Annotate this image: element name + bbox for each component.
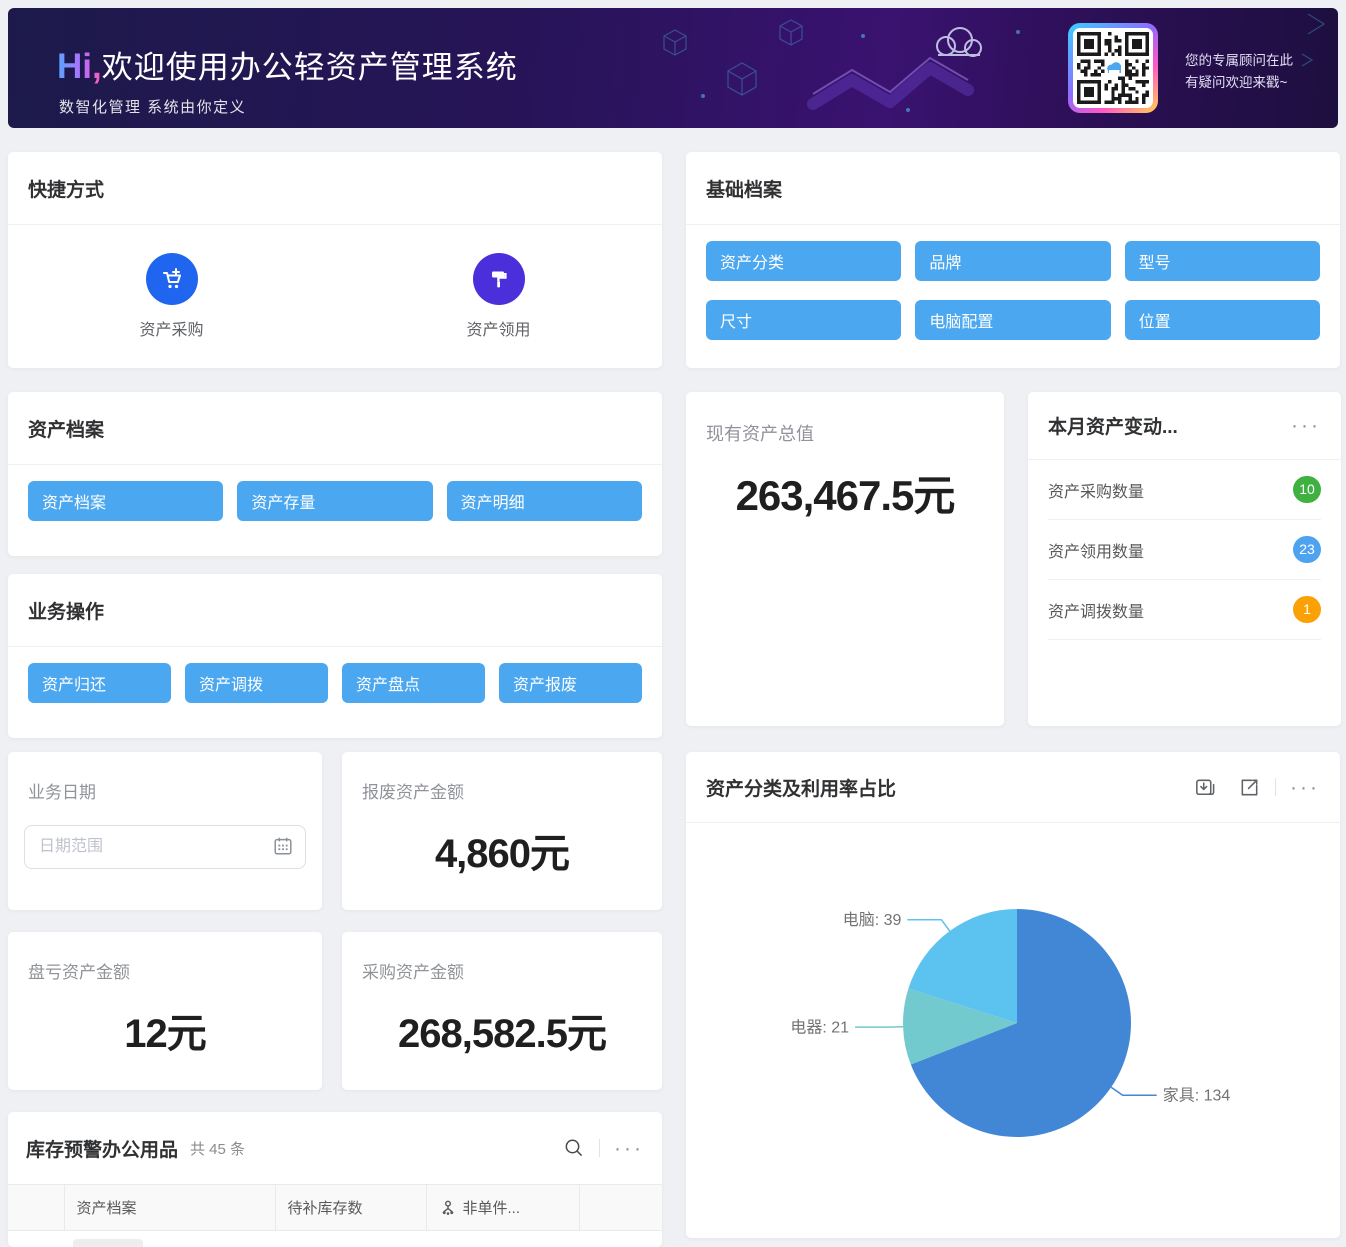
qr-code-image: [1073, 28, 1153, 108]
pie-slice[interactable]: [908, 909, 1017, 1023]
pie-chart[interactable]: 家具: 134 电器: 21 电脑: 39: [686, 824, 1340, 1238]
table-header-restock-count[interactable]: 待补库存数: [275, 1184, 427, 1231]
ops-button-asset-scrap[interactable]: 资产报废: [499, 663, 642, 703]
qr-caption-line1: 您的专属顾问在此: [1185, 53, 1293, 68]
pie-label-leader: [1110, 1086, 1157, 1096]
banner-greeting: Hi,: [57, 47, 102, 86]
inventory-count: 共 45 条: [190, 1140, 246, 1158]
welcome-banner: Hi,欢迎使用办公轻资产管理系统 数智化管理 系统由你定义 您的专属顾问在此 有…: [8, 8, 1338, 128]
basic-button-asset-category[interactable]: 资产分类: [706, 241, 902, 281]
table-header-asset-archive[interactable]: 资产档案: [64, 1184, 276, 1231]
banner-title-text: 欢迎使用办公轻资产管理系统: [101, 50, 518, 85]
purchase-amount-value: 268,582.5元: [398, 1012, 607, 1056]
monthly-row-label: 资产采购数量: [1048, 483, 1145, 501]
monthly-row-label: 资产领用数量: [1048, 543, 1145, 561]
loss-amount-card: 盘亏资产金额 12元: [8, 932, 322, 1090]
count-badge: 10: [1293, 476, 1321, 503]
ops-button-asset-transfer[interactable]: 资产调拨: [185, 663, 328, 703]
loss-amount-label: 盘亏资产金额: [28, 963, 130, 982]
inventory-table: 资产档案 待补库存数: [8, 1184, 662, 1247]
total-assets-card: 现有资产总值 263,467.5元: [686, 392, 1004, 726]
operations-card: 业务操作 资产归还 资产调拨 资产盘点 资产报废: [8, 574, 662, 738]
quick-access-card: 快捷方式 资产采购: [8, 152, 662, 368]
pie-label-leader: [907, 918, 951, 932]
scrap-amount-value: 4,860元: [434, 832, 570, 876]
monthly-row-purchase: 资产采购数量 10: [1048, 460, 1321, 520]
table-header-select[interactable]: [8, 1184, 65, 1231]
pie-slice[interactable]: [910, 909, 1131, 1137]
banner-subtitle: 数智化管理 系统由你定义: [59, 99, 247, 116]
non-single-item-icon: [442, 1200, 453, 1215]
calendar-icon[interactable]: [272, 835, 294, 862]
monthly-changes-card: 本月资产变动... 资产采购数量 10 资产领用数量 23 资产调拨数量 1: [1028, 392, 1341, 726]
date-range-input[interactable]: [24, 825, 306, 869]
pie-label: 电脑: 39: [843, 911, 902, 929]
monthly-row-requisition: 资产领用数量 23: [1048, 520, 1321, 580]
pie-label: 电器: 21: [790, 1019, 849, 1037]
expand-icon[interactable]: [1238, 776, 1261, 799]
pie-slice[interactable]: [903, 988, 1017, 1065]
monthly-changes-title: 本月资产变动...: [1048, 417, 1178, 438]
asset-archives-card: 资产档案 资产档案 资产存量 资产明细: [8, 392, 662, 556]
archives-button-asset-archive[interactable]: 资产档案: [28, 481, 224, 521]
ellipsis-icon[interactable]: [614, 1138, 644, 1159]
table-header-extra: [579, 1184, 662, 1231]
count-badge: 23: [1293, 536, 1321, 563]
table-row[interactable]: [8, 1231, 662, 1247]
qr-caption: 您的专属顾问在此 有疑问欢迎来戳~: [1185, 50, 1293, 94]
pie-label: 家具: 134: [1163, 1087, 1231, 1105]
quick-item-asset-purchase[interactable]: 资产采购: [8, 252, 335, 340]
basic-button-size[interactable]: 尺寸: [706, 300, 902, 340]
business-date-card: 业务日期: [8, 752, 322, 910]
basic-button-brand[interactable]: 品牌: [915, 241, 1111, 281]
banner-title: Hi,欢迎使用办公轻资产管理系统: [57, 42, 518, 87]
download-icon[interactable]: [1193, 776, 1216, 799]
chart-card-title: 资产分类及利用率占比: [706, 778, 897, 800]
count-badge: 1: [1293, 596, 1321, 623]
archives-button-asset-detail[interactable]: 资产明细: [446, 481, 642, 521]
table-header-non-single[interactable]: 非单件...: [426, 1184, 580, 1231]
ops-button-asset-return[interactable]: 资产归还: [28, 663, 171, 703]
search-icon[interactable]: [563, 1137, 585, 1159]
purchase-amount-label: 采购资产金额: [362, 963, 464, 982]
divider: [1275, 778, 1277, 796]
basic-archives-title: 基础档案: [706, 179, 783, 201]
loss-amount-value: 12元: [124, 1012, 207, 1056]
ops-button-asset-stocktake[interactable]: 资产盘点: [342, 663, 485, 703]
scrap-amount-card: 报废资产金额 4,860元: [342, 752, 662, 910]
scrap-amount-label: 报废资产金额: [362, 783, 464, 802]
basic-button-model[interactable]: 型号: [1124, 241, 1320, 281]
basic-archives-card: 基础档案 资产分类 品牌 型号 尺寸 电脑配置 位置: [686, 152, 1340, 368]
cart-plus-icon: [145, 252, 198, 305]
archives-button-asset-stock[interactable]: 资产存量: [237, 481, 433, 521]
total-assets-value: 263,467.5元: [735, 472, 956, 519]
inventory-warning-card: 库存预警办公用品 共 45 条 资产档案 待补库存数: [8, 1112, 662, 1247]
ellipsis-icon[interactable]: [1290, 777, 1320, 798]
basic-button-computer-config[interactable]: 电脑配置: [915, 300, 1111, 340]
operations-title: 业务操作: [28, 601, 105, 623]
basic-button-location[interactable]: 位置: [1124, 300, 1320, 340]
quick-item-label: 资产采购: [139, 321, 204, 339]
monthly-row-transfer: 资产调拨数量 1: [1048, 580, 1321, 640]
purchase-amount-card: 采购资产金额 268,582.5元: [342, 932, 662, 1090]
qr-caption-line2: 有疑问欢迎来戳~: [1185, 75, 1288, 90]
consultant-qr-code: [1068, 23, 1158, 113]
asset-archives-title: 资产档案: [28, 419, 105, 441]
divider: [599, 1139, 601, 1157]
inventory-warning-title: 库存预警办公用品: [26, 1139, 179, 1161]
quick-item-label: 资产领用: [466, 321, 531, 339]
business-date-label: 业务日期: [28, 783, 96, 802]
quick-access-title: 快捷方式: [28, 179, 105, 201]
paint-roller-icon: [472, 252, 525, 305]
total-assets-label: 现有资产总值: [706, 424, 814, 444]
table-header-row: 资产档案 待补库存数: [8, 1184, 662, 1231]
ellipsis-icon[interactable]: [1291, 415, 1321, 436]
monthly-row-label: 资产调拨数量: [1048, 603, 1145, 621]
quick-item-asset-requisition[interactable]: 资产领用: [335, 252, 662, 340]
asset-tag: [73, 1239, 143, 1247]
asset-category-chart-card: 资产分类及利用率占比: [686, 752, 1340, 1238]
